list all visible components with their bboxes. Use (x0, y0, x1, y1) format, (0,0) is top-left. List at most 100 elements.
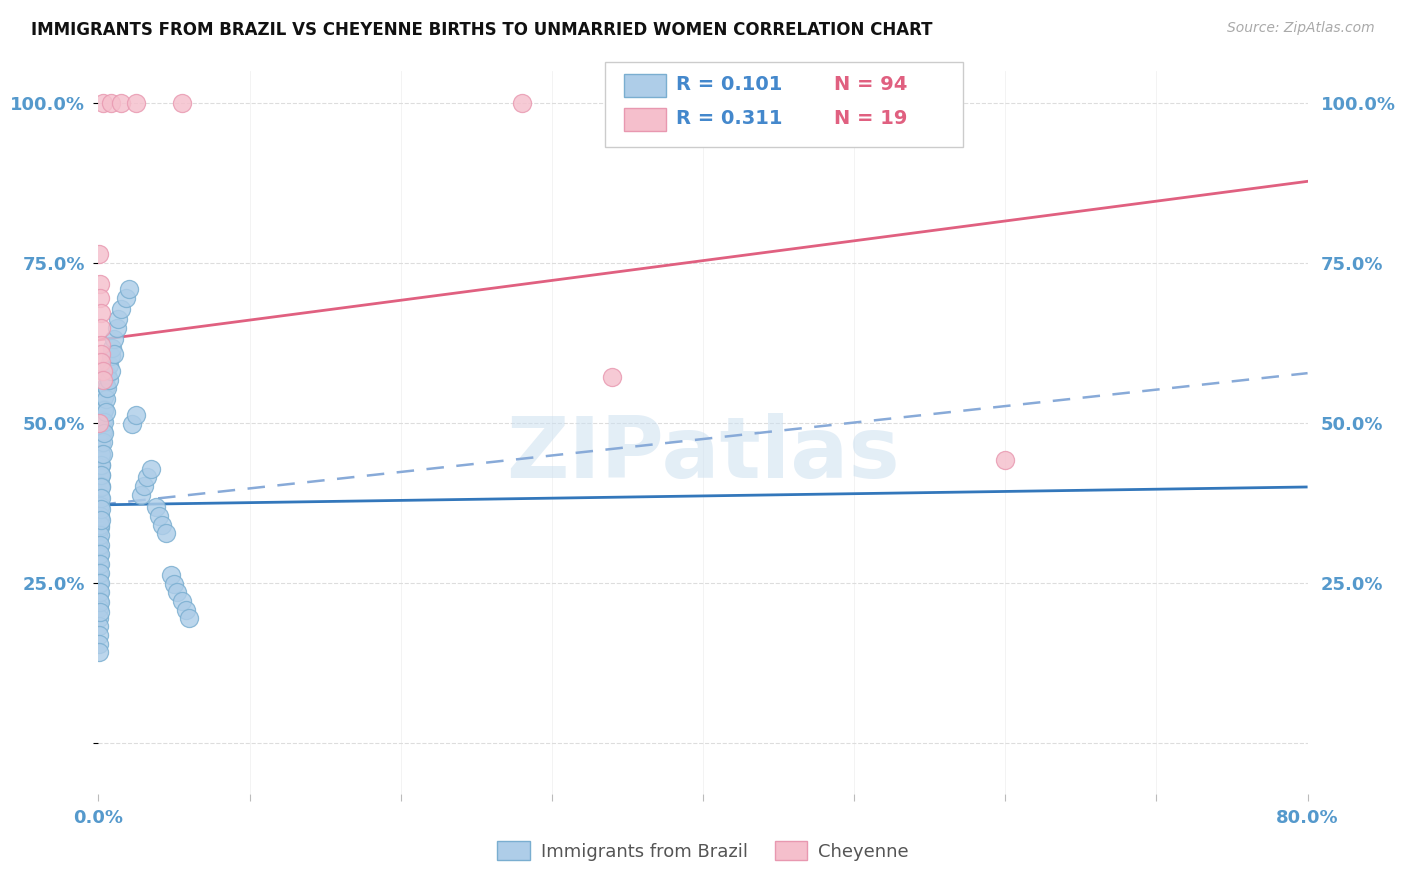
Point (89, 518, 111, 533)
Point (93, 401, 115, 416)
Point (118, 282, 141, 296)
Point (89, 637, 111, 651)
Point (994, 453, 1017, 467)
Point (93, 425, 115, 440)
Point (90, 480, 112, 494)
Point (90, 447, 112, 461)
Point (125, 96, 148, 111)
Point (94, 379, 117, 393)
Point (89, 277, 111, 291)
Point (90, 448, 112, 462)
Point (129, 488, 152, 502)
Point (90, 458, 112, 472)
Point (103, 332, 125, 346)
Point (101, 341, 124, 355)
Point (89, 480, 111, 494)
Point (98, 359, 121, 373)
Point (174, 603, 197, 617)
Point (91, 424, 114, 438)
Point (121, 417, 143, 432)
Point (89, 595, 111, 609)
Point (89, 490, 111, 504)
Point (125, 409, 148, 423)
Text: ZIPatlas: ZIPatlas (506, 413, 900, 496)
Point (89, 291, 111, 305)
Point (93, 403, 115, 417)
Point (141, 462, 163, 476)
Point (89, 486, 111, 500)
Point (132, 478, 155, 492)
Point (89, 508, 111, 523)
Point (89, 524, 111, 538)
Text: R = 0.101: R = 0.101 (676, 75, 783, 95)
Point (110, 96, 132, 111)
Point (89, 619, 111, 633)
Point (170, 594, 193, 608)
Point (89, 496, 111, 510)
Point (89, 470, 111, 484)
Point (90, 478, 112, 492)
Point (179, 611, 201, 625)
Point (89, 605, 111, 619)
Point (89, 558, 111, 572)
Point (89, 611, 111, 625)
Point (89, 499, 111, 513)
Legend: Immigrants from Brazil, Cheyenne: Immigrants from Brazil, Cheyenne (491, 834, 915, 868)
Point (90, 513, 112, 527)
Point (100, 363, 122, 377)
Point (100, 96, 122, 111)
Point (163, 577, 186, 591)
Point (90, 468, 112, 483)
Point (89, 416, 111, 430)
Point (90, 502, 112, 516)
Point (94, 392, 117, 406)
Point (93, 391, 115, 405)
Point (90, 468, 112, 483)
Point (602, 370, 624, 384)
Text: N = 19: N = 19 (834, 109, 907, 128)
Point (98, 373, 121, 387)
Point (91, 424, 114, 438)
Point (89, 506, 111, 520)
Point (89, 510, 111, 524)
Point (96, 368, 118, 382)
Point (110, 302, 132, 317)
Point (89, 628, 111, 642)
Point (89, 577, 111, 591)
Point (89, 557, 111, 571)
Point (100, 349, 122, 363)
Point (90, 338, 112, 352)
Point (148, 508, 170, 523)
Point (94, 404, 117, 418)
Point (91, 413, 114, 427)
Point (90, 347, 112, 361)
Point (105, 321, 128, 335)
Point (89, 601, 111, 615)
Point (89, 533, 111, 547)
Point (90, 321, 112, 335)
Point (93, 415, 115, 429)
Point (90, 491, 112, 506)
Point (91, 96, 114, 111)
Point (89, 467, 111, 482)
Point (89, 568, 111, 582)
Text: R = 0.311: R = 0.311 (676, 109, 783, 128)
Point (155, 526, 177, 541)
Point (91, 447, 114, 461)
Point (89, 541, 111, 555)
Point (89, 459, 111, 474)
Point (89, 547, 111, 561)
Point (89, 246, 111, 260)
Point (89, 645, 111, 659)
Point (96, 381, 118, 395)
Point (89, 585, 111, 599)
Text: IMMIGRANTS FROM BRAZIL VS CHEYENNE BIRTHS TO UNMARRIED WOMEN CORRELATION CHART: IMMIGRANTS FROM BRAZIL VS CHEYENNE BIRTH… (31, 21, 932, 39)
Point (90, 458, 112, 472)
Point (89, 575, 111, 590)
Text: N = 94: N = 94 (834, 75, 907, 95)
Point (166, 585, 188, 599)
Point (90, 436, 112, 450)
Point (170, 96, 193, 111)
Point (160, 568, 183, 582)
Point (89, 537, 111, 551)
